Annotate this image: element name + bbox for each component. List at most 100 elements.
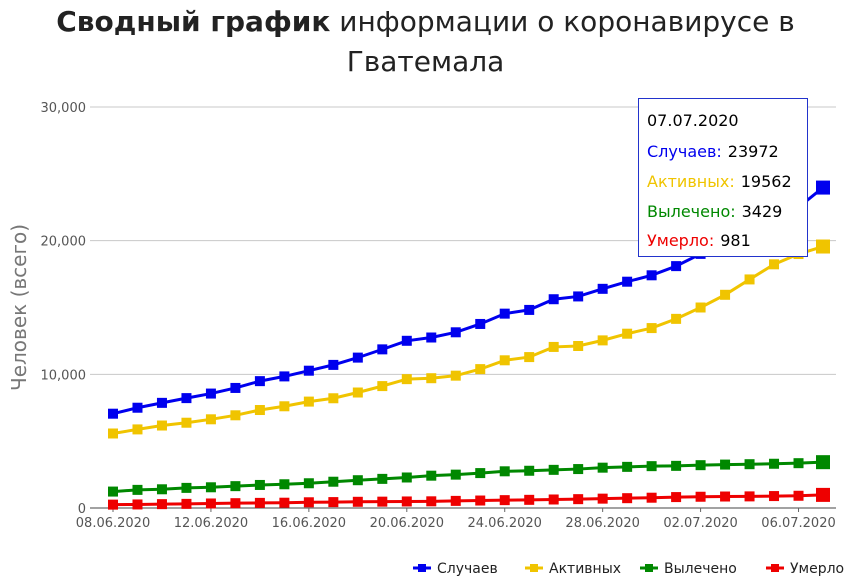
tooltip-row-active: Активных: 19562 (647, 172, 792, 191)
data-point (816, 180, 830, 195)
data-point (108, 408, 118, 419)
legend-label-0: Случаев (437, 561, 498, 577)
x-tick-label: 20.06.2020 (370, 516, 444, 531)
data-point (132, 402, 143, 413)
data-point (230, 382, 241, 393)
data-point (303, 396, 314, 407)
data-point (205, 414, 216, 425)
data-point (646, 492, 657, 503)
data-point (524, 465, 535, 476)
series-1 (108, 239, 830, 439)
data-point (352, 352, 363, 363)
series-2 (108, 455, 830, 497)
tooltip-value-recovered: 3429 (741, 202, 783, 221)
x-tick-label: 12.06.2020 (174, 516, 248, 531)
data-point (108, 499, 118, 510)
series-line (112, 493, 824, 507)
data-point (377, 496, 388, 507)
y-tick-label: 20,000 (41, 235, 87, 250)
data-point (401, 335, 412, 346)
x-tick-label: 08.06.2020 (76, 516, 150, 531)
data-point (181, 393, 192, 404)
data-point (524, 304, 535, 315)
data-point (720, 459, 731, 470)
y-tick-label: 30,000 (41, 101, 87, 116)
data-point (205, 388, 216, 399)
tooltip-label-active: Активных: (647, 172, 735, 191)
data-point (328, 359, 339, 370)
legend-label-1: Активных (549, 561, 621, 577)
data-point (450, 370, 461, 381)
data-point (597, 283, 608, 294)
data-point (156, 499, 167, 510)
data-point (230, 481, 241, 492)
data-point (254, 405, 265, 416)
data-point (475, 318, 486, 329)
data-point (671, 460, 682, 471)
data-point (499, 495, 510, 506)
x-tick-label: 06.07.2020 (761, 516, 835, 531)
data-point (597, 493, 608, 504)
data-point (328, 393, 339, 404)
data-point (695, 302, 706, 313)
data-point (377, 473, 388, 484)
legend-marker-3 (771, 564, 779, 572)
data-point (475, 468, 486, 479)
data-point (401, 496, 412, 507)
data-point (426, 496, 437, 507)
data-point (230, 498, 241, 509)
legend-marker-0 (418, 564, 426, 572)
legend-marker-1 (530, 564, 538, 572)
data-point (254, 479, 265, 490)
legend-label-3: Умерло (790, 561, 844, 577)
data-point (328, 476, 339, 487)
series-line (112, 245, 824, 435)
data-point (524, 494, 535, 505)
data-point (377, 344, 388, 355)
series-3 (108, 487, 830, 510)
tooltip-label-recovered: Вылечено: (647, 202, 736, 221)
data-point (524, 352, 535, 363)
data-point (597, 462, 608, 473)
data-point (622, 493, 633, 504)
data-point (279, 479, 290, 490)
data-point (769, 458, 780, 469)
data-point (573, 291, 584, 302)
data-point (205, 498, 216, 509)
data-point (793, 458, 804, 469)
data-point (499, 355, 510, 366)
y-tick-label: 0 (78, 502, 86, 517)
data-point (108, 428, 118, 439)
tooltip-row-deaths: Умерло: 981 (647, 231, 751, 250)
data-point (328, 497, 339, 508)
data-point (816, 239, 830, 254)
data-point (499, 466, 510, 477)
data-point (573, 340, 584, 351)
y-axis-label: Человек (всего) (7, 224, 31, 391)
data-point (352, 475, 363, 486)
data-point (426, 332, 437, 343)
tooltip-value-cases: 23972 (727, 142, 779, 161)
data-point (671, 313, 682, 324)
data-point (816, 487, 830, 502)
data-point (793, 490, 804, 501)
data-point (475, 364, 486, 375)
tooltip-label-cases: Случаев: (647, 142, 722, 161)
data-point (450, 495, 461, 506)
data-point (377, 381, 388, 392)
data-point (695, 460, 706, 471)
y-tick-label: 10,000 (41, 368, 87, 383)
data-point (499, 308, 510, 319)
tooltip-value-active: 19562 (740, 172, 792, 191)
data-point (646, 461, 657, 472)
chart-title-bold: Сводный график (56, 5, 331, 38)
data-point (181, 482, 192, 493)
data-point (156, 397, 167, 408)
tooltip-date: 07.07.2020 (647, 111, 739, 130)
data-point (279, 497, 290, 508)
tooltip-value-deaths: 981 (720, 231, 751, 250)
data-point (156, 484, 167, 495)
data-point (108, 486, 118, 497)
tooltip-label-deaths: Умерло: (647, 231, 715, 250)
